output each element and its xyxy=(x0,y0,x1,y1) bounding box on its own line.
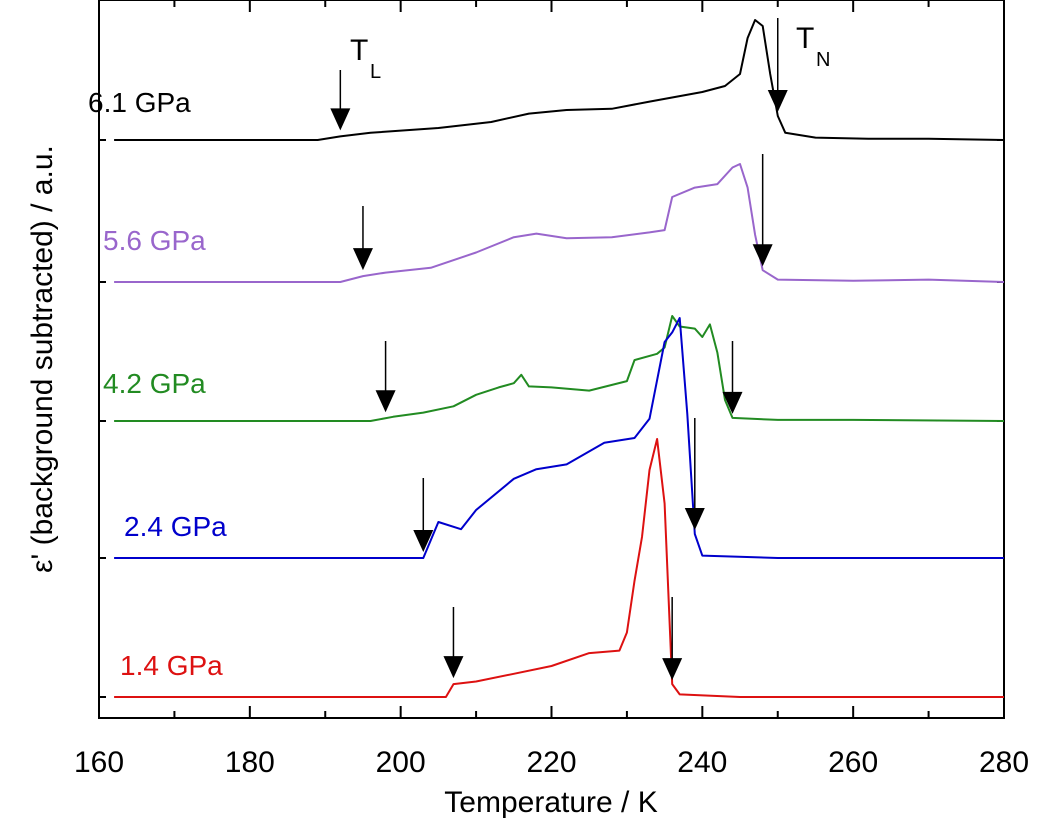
arrow-layer xyxy=(330,18,788,681)
tl-arrow-head xyxy=(352,248,373,271)
series-label: 1.4 GPa xyxy=(120,650,223,681)
series-line xyxy=(114,19,1005,141)
series-line xyxy=(114,163,1005,283)
series-line xyxy=(114,315,1005,422)
tn-arrow-head xyxy=(684,508,705,530)
x-tick-label: 240 xyxy=(677,746,727,779)
tl-annotation: T xyxy=(350,34,368,67)
x-tick-label: 200 xyxy=(376,746,426,779)
series-line xyxy=(114,438,1004,698)
tn-annotation-sub: N xyxy=(816,49,830,71)
tn-annotation: T xyxy=(796,22,814,55)
series-line xyxy=(114,317,1004,559)
series-layer xyxy=(114,19,1005,698)
x-tick-label: 160 xyxy=(74,746,124,779)
tl-arrow-head xyxy=(413,530,434,552)
tn-arrow-head xyxy=(662,658,683,681)
series-label: 5.6 GPa xyxy=(103,225,206,256)
x-tick-label: 220 xyxy=(526,746,576,779)
series-label: 2.4 GPa xyxy=(124,511,227,542)
x-axis-title: Temperature / K xyxy=(444,786,657,819)
tn-arrow-head xyxy=(722,391,743,414)
series-label: 4.2 GPa xyxy=(103,368,206,399)
tn-arrow-head xyxy=(767,90,788,112)
x-tick-label: 280 xyxy=(979,746,1029,779)
x-tick-label: 180 xyxy=(225,746,275,779)
tl-arrow-head xyxy=(443,656,464,679)
tl-arrow-head xyxy=(330,108,351,131)
tl-arrow-head xyxy=(375,390,396,413)
tn-arrow-head xyxy=(752,244,773,267)
plot-frame xyxy=(98,0,1005,719)
y-axis-title: ε' (background subtracted) / a.u. xyxy=(26,145,59,573)
series-label: 6.1 GPa xyxy=(88,87,191,118)
tl-annotation-sub: L xyxy=(370,61,381,83)
x-axis: 160 180 200 220 240 260 280 xyxy=(74,0,1029,779)
x-tick-label: 260 xyxy=(828,746,878,779)
